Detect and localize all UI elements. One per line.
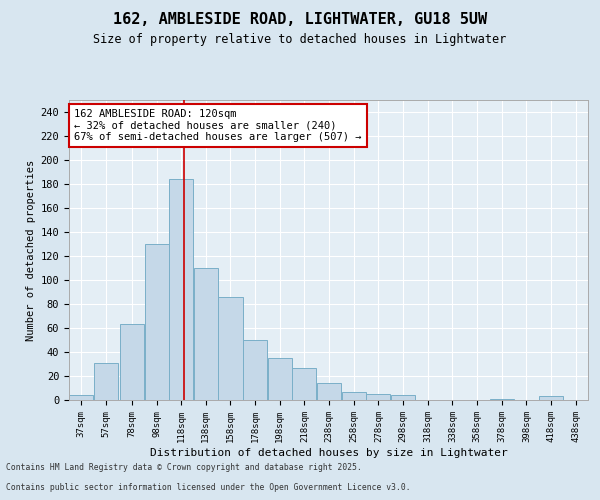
- Text: Size of property relative to detached houses in Lightwater: Size of property relative to detached ho…: [94, 32, 506, 46]
- Bar: [243, 340, 267, 400]
- Text: Contains public sector information licensed under the Open Government Licence v3: Contains public sector information licen…: [6, 484, 410, 492]
- Bar: [367, 394, 391, 400]
- Y-axis label: Number of detached properties: Number of detached properties: [26, 160, 37, 340]
- Bar: [120, 324, 144, 400]
- Bar: [292, 368, 316, 400]
- Bar: [94, 363, 118, 400]
- X-axis label: Distribution of detached houses by size in Lightwater: Distribution of detached houses by size …: [149, 448, 508, 458]
- Bar: [391, 395, 415, 400]
- Bar: [490, 399, 514, 400]
- Bar: [70, 395, 94, 400]
- Text: 162, AMBLESIDE ROAD, LIGHTWATER, GU18 5UW: 162, AMBLESIDE ROAD, LIGHTWATER, GU18 5U…: [113, 12, 487, 28]
- Bar: [218, 297, 242, 400]
- Bar: [169, 179, 193, 400]
- Text: 162 AMBLESIDE ROAD: 120sqm
← 32% of detached houses are smaller (240)
67% of sem: 162 AMBLESIDE ROAD: 120sqm ← 32% of deta…: [74, 109, 362, 142]
- Text: Contains HM Land Registry data © Crown copyright and database right 2025.: Contains HM Land Registry data © Crown c…: [6, 464, 362, 472]
- Bar: [145, 244, 169, 400]
- Bar: [317, 383, 341, 400]
- Bar: [539, 396, 563, 400]
- Bar: [194, 268, 218, 400]
- Bar: [268, 358, 292, 400]
- Bar: [342, 392, 366, 400]
